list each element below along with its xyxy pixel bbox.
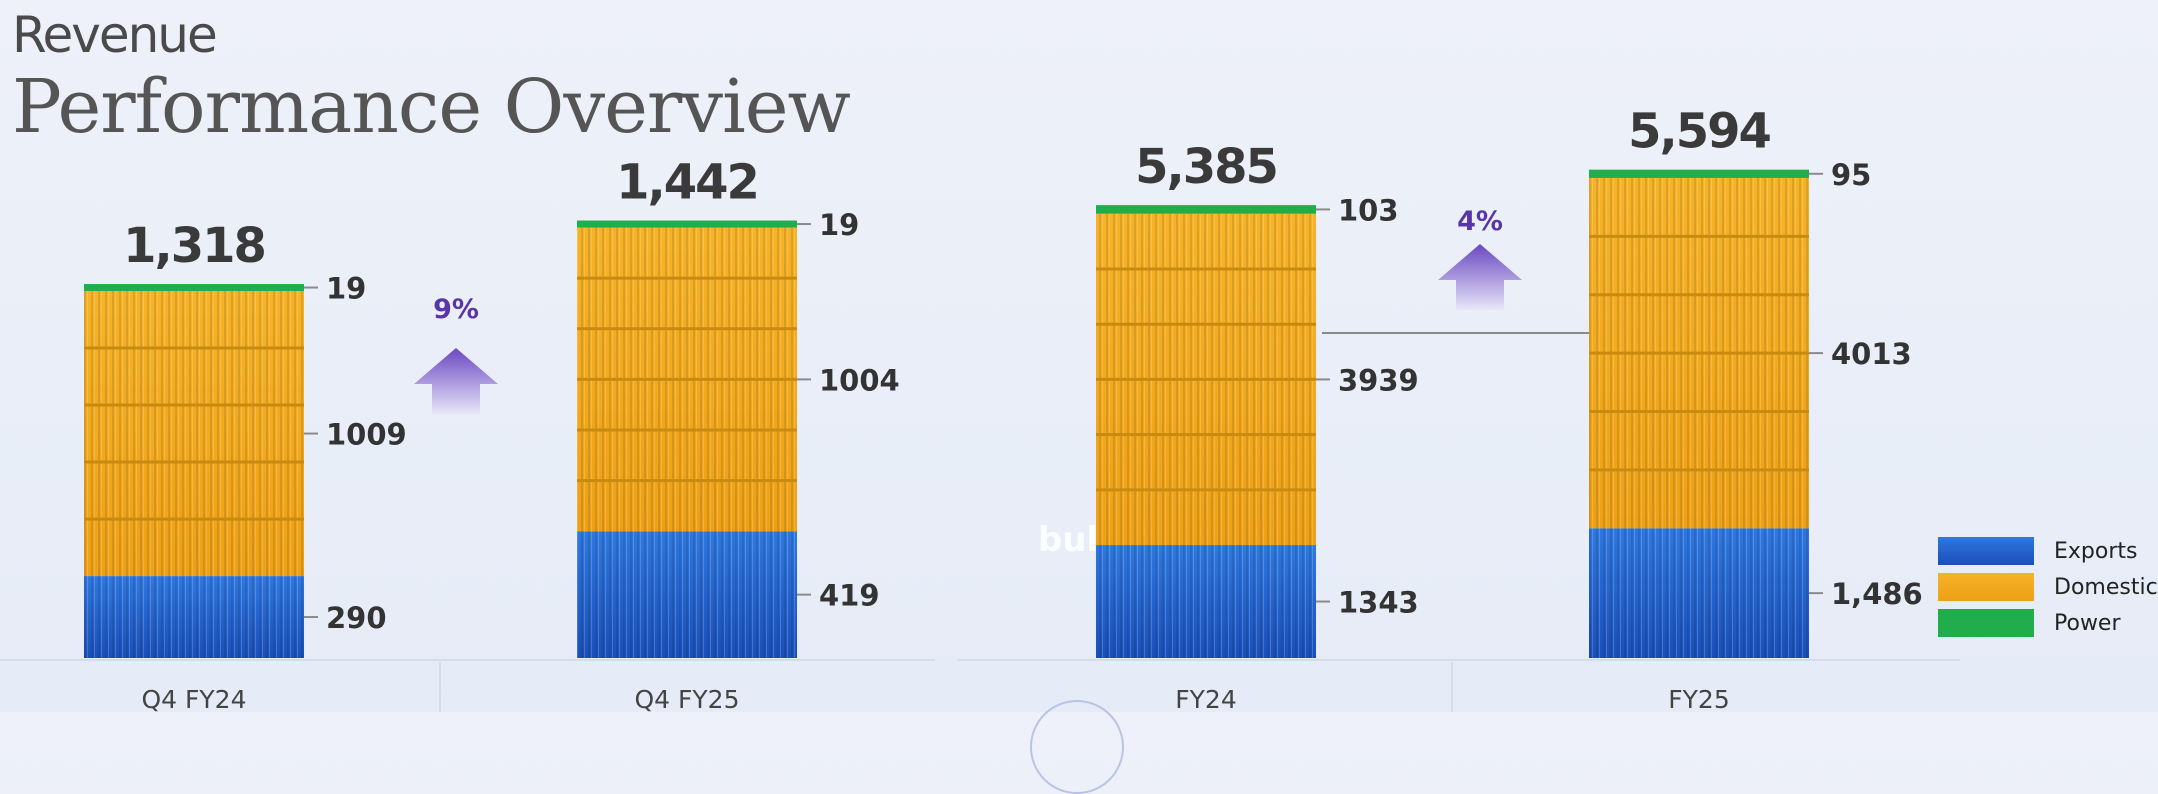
legend-label-power: Power [2054,610,2121,636]
watermark-text: bul [1038,520,1099,560]
legend-item-power: Power [1938,606,2158,640]
category-label-q4-fy25: Q4 FY25 [635,685,740,712]
legend-label-domestic: Domestic [2054,574,2158,600]
bar-texture-domestic-q4-fy24 [84,291,304,577]
growth-arrow-2 [1438,244,1522,310]
legend-label-exports: Exports [2054,538,2138,564]
legend-item-domestic: Domestic [1938,570,2158,604]
bar-texture-exports-fy24 [1096,545,1316,658]
category-label-q4-fy24: Q4 FY24 [142,685,247,712]
value-label-exports-fy24: 1343 [1338,586,1419,620]
chart-legend: Exports Domestic Power [1938,534,2158,642]
legend-swatch-exports [1938,537,2034,565]
bar-power-fy24 [1096,205,1316,214]
bar-texture-exports-q4-fy24 [84,576,304,658]
value-label-power-q4-fy25: 19 [819,208,859,242]
value-label-exports-fy25: 1,486 [1831,577,1923,611]
category-label-fy25: FY25 [1668,685,1729,712]
bar-texture-exports-q4-fy25 [577,531,797,658]
value-label-domestic-q4-fy24: 1009 [326,418,407,452]
value-label-power-q4-fy24: 19 [326,272,366,306]
value-label-power-fy25: 95 [1831,158,1871,192]
growth-label-2: 4% [1457,206,1503,237]
total-label-q4-fy25: 1,442 [616,155,758,211]
value-label-exports-q4-fy24: 290 [326,601,387,635]
section-kicker: Revenue [12,6,218,64]
total-label-fy24: 5,385 [1135,139,1277,195]
legend-item-exports: Exports [1938,534,2158,568]
stacked-bar-chart: 290 1009 19 1,318 Q4 FY24 419 1004 19 1,442 Q4 FY… [0,104,1960,712]
value-label-power-fy24: 103 [1338,193,1399,227]
page-title: Performance Overview [12,64,851,150]
seal-outline [1030,700,1124,794]
legend-swatch-domestic [1938,573,2034,601]
total-label-fy25: 5,594 [1628,104,1770,160]
value-label-domestic-fy25: 4013 [1831,337,1912,371]
bar-power-q4-fy25 [577,220,797,228]
legend-swatch-power [1938,609,2034,637]
bar-power-q4-fy24 [84,284,304,292]
bar-texture-exports-fy25 [1589,528,1809,658]
growth-arrow-1 [414,348,498,414]
total-label-q4-fy24: 1,318 [123,218,265,274]
bar-power-fy25 [1589,169,1809,178]
growth-label-1: 9% [433,294,479,325]
category-label-fy24: FY24 [1175,685,1236,712]
value-label-domestic-q4-fy25: 1004 [819,363,900,397]
value-label-domestic-fy24: 3939 [1338,363,1419,397]
value-label-exports-q4-fy25: 419 [819,579,880,613]
